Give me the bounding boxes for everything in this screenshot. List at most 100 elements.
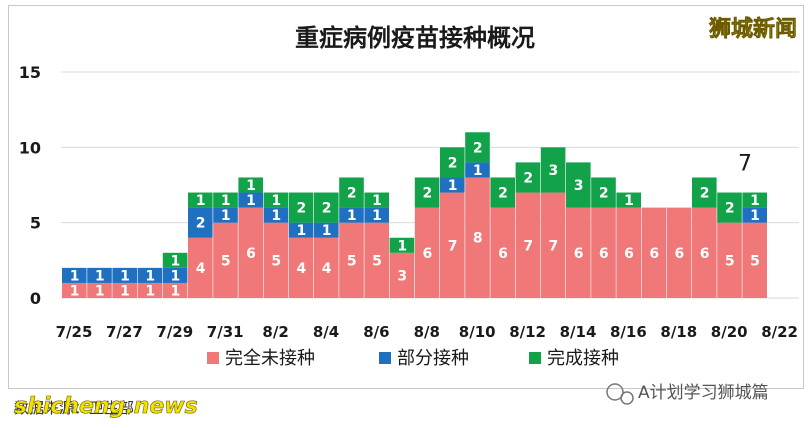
legend: 完全未接种 部分接种 完成接种: [207, 348, 619, 369]
bar-segment: [288, 237, 314, 298]
data-label: 2: [347, 186, 357, 202]
data-label: 5: [271, 253, 281, 269]
data-label: 1: [347, 208, 357, 224]
bar-segment: [540, 147, 566, 193]
bar-segment: [87, 267, 112, 283]
legend-label: 完全未接种: [225, 348, 315, 369]
bar-segment: [288, 192, 314, 223]
data-label: 2: [297, 201, 307, 217]
bar-segment: [515, 162, 541, 193]
data-label: 1: [750, 193, 760, 209]
legend-label: 完成接种: [547, 348, 619, 369]
x-tick-label: 8/16: [610, 323, 647, 341]
x-tick-label: 8/12: [509, 323, 546, 341]
bar-segment: [616, 207, 641, 298]
bar-segment: [490, 207, 515, 298]
bar-segment: [314, 222, 339, 238]
bar-segment: [591, 177, 616, 208]
data-label: 1: [322, 223, 332, 239]
bar-segment: [112, 267, 137, 283]
bar-segment: [339, 177, 364, 208]
legend-swatch: [207, 352, 219, 364]
bar-segment: [742, 222, 767, 298]
data-label: 4: [297, 261, 307, 277]
data-label: 2: [473, 140, 483, 156]
bar-segment: [440, 147, 465, 178]
legend-swatch: [529, 352, 541, 364]
x-tick-label: 8/10: [459, 323, 496, 341]
data-label: 1: [95, 268, 105, 284]
x-tick-label: 7/29: [156, 323, 193, 341]
data-label: 2: [196, 216, 206, 232]
chart-title: 重症病例疫苗接种概况: [295, 24, 535, 52]
data-label: 7: [448, 238, 458, 254]
data-label: 1: [171, 253, 181, 269]
data-label: 1: [95, 283, 105, 299]
data-label: 6: [574, 246, 584, 262]
data-label: 1: [145, 268, 155, 284]
bar-segment: [717, 192, 742, 223]
data-label: 2: [448, 155, 458, 171]
bar-segment: [162, 267, 188, 283]
footer-source: 数据来源：卫生部: [14, 399, 134, 417]
bar-segment: [641, 207, 667, 298]
data-label: 1: [120, 268, 130, 284]
watermark-top-right: 狮城新闻: [709, 16, 797, 42]
data-label: 8: [473, 231, 483, 247]
bar-segment: [238, 192, 263, 208]
bar-segment: [515, 192, 541, 298]
bar-segment: [263, 222, 289, 298]
data-label: 2: [523, 170, 533, 186]
data-label: 1: [297, 223, 307, 239]
data-label: 7: [523, 238, 533, 254]
bar-segment: [62, 282, 87, 298]
bar-segment: [288, 222, 314, 238]
data-label: 2: [322, 201, 332, 217]
x-tick-label: 8/14: [560, 323, 597, 341]
bar-segment: [213, 207, 238, 223]
bar-segment: [263, 192, 289, 208]
data-label: 2: [599, 186, 609, 202]
bar-segment: [112, 282, 137, 298]
bar-segment: [440, 192, 465, 298]
data-label: 7: [549, 238, 559, 254]
data-label: 1: [397, 238, 407, 254]
data-label: 6: [246, 246, 256, 262]
bar-segment: [414, 177, 440, 208]
bar-segment: [717, 222, 742, 298]
y-axis-ticks: 0 5 10 15: [19, 63, 41, 308]
bar-segment: [314, 192, 339, 223]
data-label: 1: [171, 283, 181, 299]
bar-segment: [566, 207, 591, 298]
data-label: 2: [725, 201, 735, 217]
bar-segment: [440, 177, 465, 193]
x-tick-label: 8/4: [313, 323, 339, 341]
data-label: 1: [70, 283, 80, 299]
y-tick-label: 15: [19, 63, 41, 82]
data-label: 1: [171, 268, 181, 284]
bar-segment: [389, 237, 415, 253]
bar-segment: [137, 267, 163, 283]
data-label: 1: [196, 193, 206, 209]
bar-segment: [742, 192, 767, 208]
data-label: 6: [599, 246, 609, 262]
bar-segment: [742, 207, 767, 223]
data-label: 3: [574, 178, 584, 194]
bar-segment: [213, 222, 238, 298]
bar-segment: [137, 282, 163, 298]
data-label: 2: [498, 186, 508, 202]
data-label: 1: [271, 208, 281, 224]
data-label: 4: [196, 261, 206, 277]
data-label: 2: [700, 186, 710, 202]
x-tick-label: 8/20: [711, 323, 748, 341]
data-label: 4: [322, 261, 332, 277]
legend-swatch: [379, 352, 391, 364]
data-label: 1: [372, 208, 382, 224]
watermark-bottom-left: shicheng.news: [14, 394, 198, 419]
bar-segment: [188, 237, 213, 298]
x-tick-label: 7/25: [56, 323, 93, 341]
data-label: 1: [246, 193, 256, 209]
data-label: 5: [372, 253, 382, 269]
